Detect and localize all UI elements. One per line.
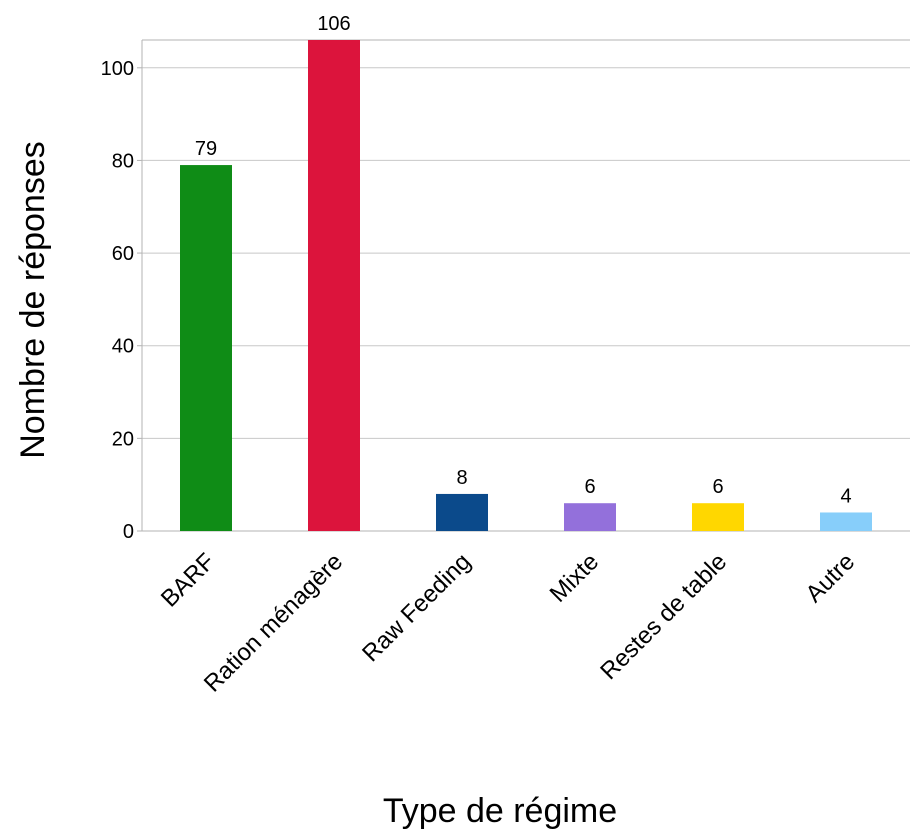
- bar: [564, 503, 616, 531]
- y-tick-label: 60: [112, 243, 134, 265]
- data-label: 8: [456, 467, 467, 489]
- x-category-label: Mixte: [545, 548, 605, 608]
- bars: [180, 40, 872, 531]
- x-category-label: BARF: [156, 548, 220, 612]
- bar: [436, 493, 488, 531]
- x-category-label: Raw Feeding: [357, 548, 476, 667]
- data-label: 4: [840, 485, 851, 507]
- data-label: 6: [584, 476, 595, 498]
- data-label: 79: [195, 138, 217, 160]
- y-tick-label: 0: [123, 521, 134, 543]
- x-axis-title: Type de régime: [383, 792, 617, 830]
- data-labels: 79 106 8 6 6 4: [195, 13, 852, 507]
- bar: [692, 503, 744, 531]
- data-label: 6: [712, 476, 723, 498]
- y-tick-label: 80: [112, 150, 134, 172]
- x-category-label: Ration ménagère: [199, 548, 348, 697]
- y-tick-label: 40: [112, 336, 134, 358]
- y-tick-label: 100: [101, 58, 134, 80]
- y-axis-ticks: 0 20 40 60 80 100: [101, 58, 134, 543]
- x-category-label: Restes de table: [595, 548, 732, 685]
- bar: [308, 40, 360, 531]
- bar: [180, 165, 232, 531]
- data-label: 106: [317, 13, 350, 35]
- y-tick-label: 20: [112, 428, 134, 450]
- x-category-label: Autre: [801, 548, 861, 608]
- gridlines: [137, 39, 910, 532]
- bar: [820, 512, 872, 531]
- y-axis-title: Nombre de réponses: [14, 141, 52, 459]
